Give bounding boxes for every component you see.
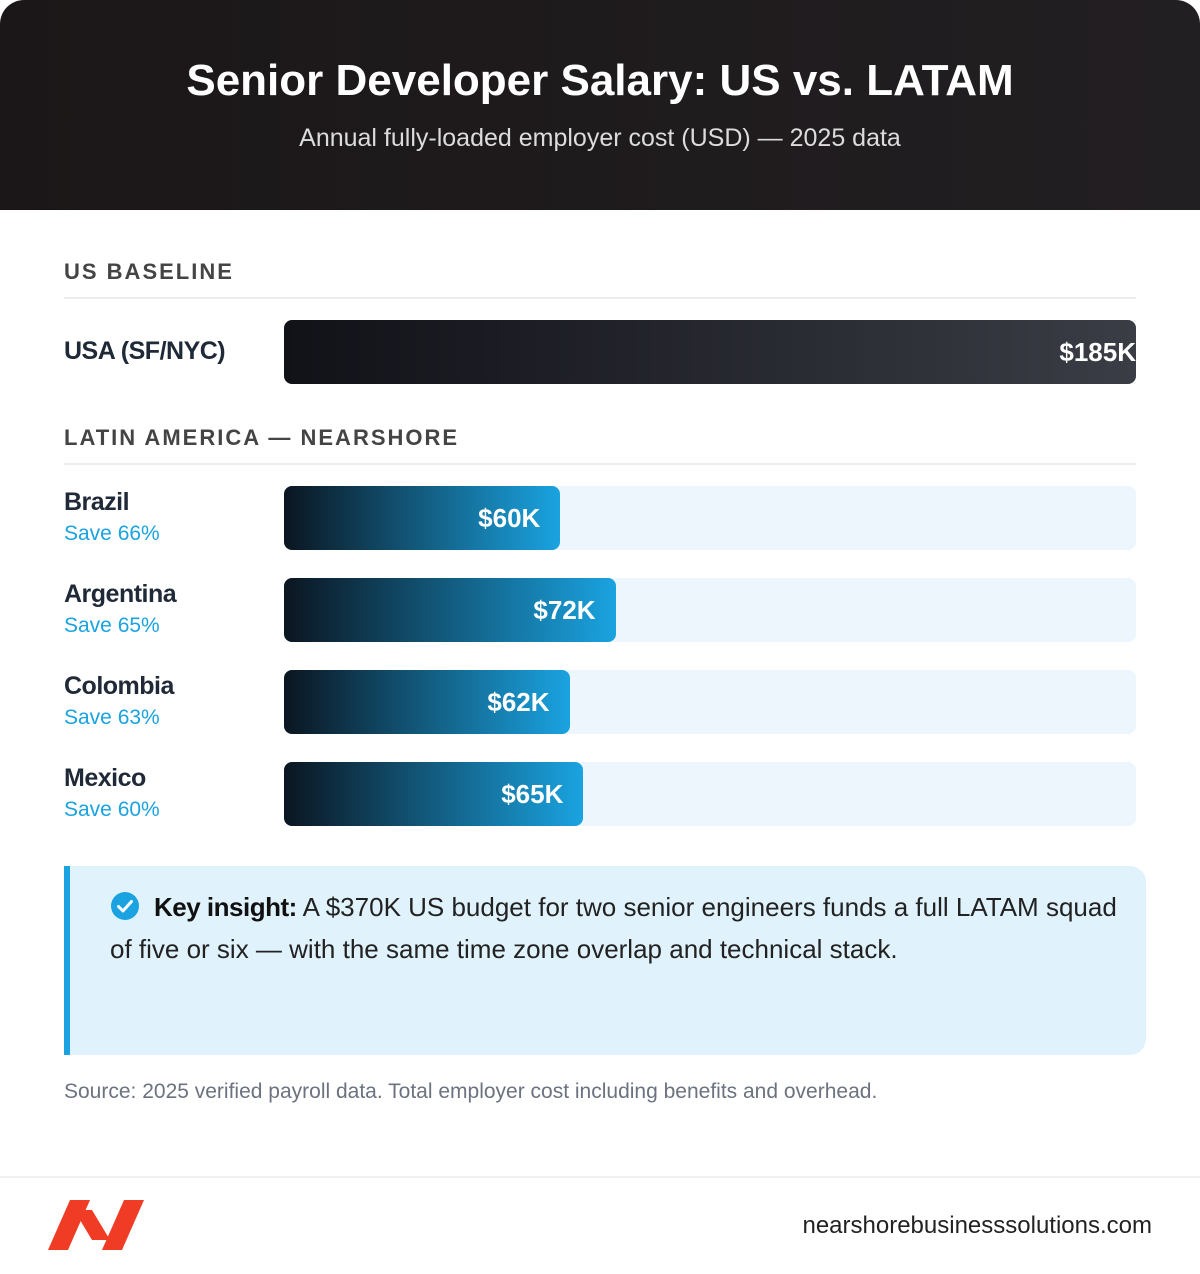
category-label: Brazil — [64, 488, 130, 516]
category-label: Colombia — [64, 672, 174, 700]
bar: $185K — [284, 320, 1136, 384]
chart-subtitle: Annual fully-loaded employer cost (USD) … — [299, 124, 901, 152]
savings-label: Save 60% — [64, 798, 160, 821]
section-title: US BASELINE — [64, 259, 234, 284]
bar: $65K — [284, 762, 584, 826]
value-label: $60K — [478, 503, 541, 533]
section-rule — [64, 297, 1136, 299]
category-label: Mexico — [64, 764, 146, 792]
footer-rule — [0, 1176, 1200, 1178]
insight-text: A $370K US budget for two senior enginee… — [110, 892, 1117, 964]
savings-label: Save 65% — [64, 614, 160, 637]
insight-lead: Key insight: — [154, 892, 297, 922]
bar: $60K — [284, 486, 561, 550]
value-label: $185K — [1059, 337, 1136, 367]
header — [0, 0, 1200, 210]
section-rule — [64, 463, 1136, 465]
savings-label: Save 66% — [64, 522, 160, 545]
check-icon — [111, 892, 139, 920]
source-note: Source: 2025 verified payroll data. Tota… — [64, 1080, 878, 1103]
bar: $62K — [284, 670, 570, 734]
value-label: $65K — [501, 779, 564, 809]
value-label: $72K — [533, 595, 596, 625]
insight-box: Key insight: A $370K US budget for two s… — [64, 866, 1146, 1055]
logo — [48, 1200, 144, 1250]
chart-title: Senior Developer Salary: US vs. LATAM — [186, 56, 1014, 105]
category-label: Argentina — [64, 580, 177, 608]
savings-label: Save 63% — [64, 706, 160, 729]
category-label: USA (SF/NYC) — [64, 337, 226, 365]
footer-url: nearshorebusinesssolutions.com — [802, 1212, 1152, 1239]
bar: $72K — [284, 578, 616, 642]
section-title: LATIN AMERICA — NEARSHORE — [64, 425, 460, 450]
value-label: $62K — [487, 687, 550, 717]
